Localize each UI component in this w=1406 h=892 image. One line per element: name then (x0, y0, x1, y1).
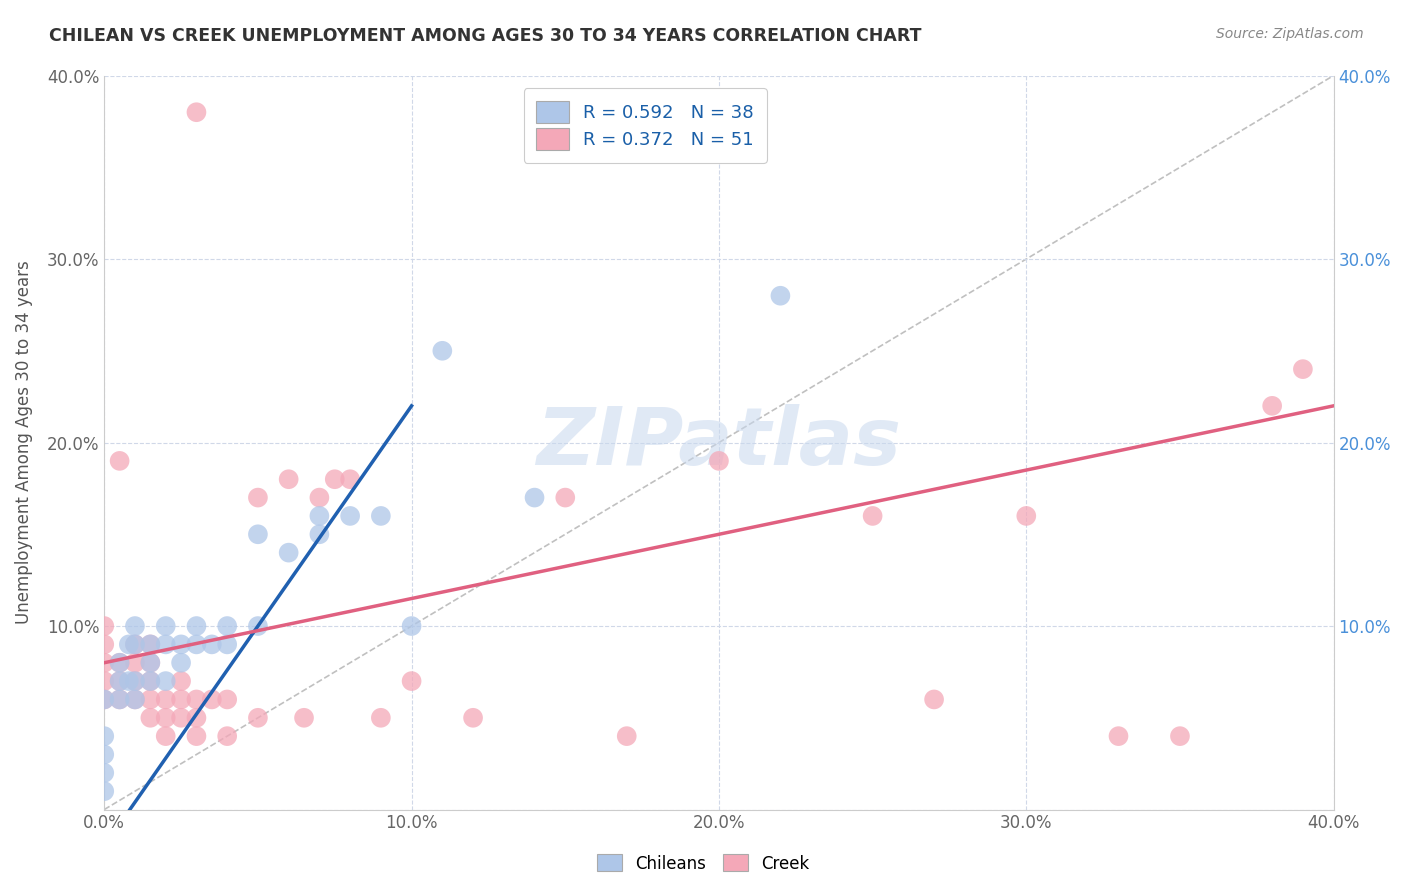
Point (108, 656, 131, 670)
Point (308, 491, 330, 505)
Point (108, 454, 131, 468)
Point (277, 472, 299, 486)
Point (124, 692, 146, 706)
Point (246, 711, 269, 725)
Point (186, 619, 208, 633)
Point (339, 472, 361, 486)
Point (124, 637, 146, 651)
Point (93, 692, 115, 706)
Point (246, 491, 269, 505)
Point (139, 656, 162, 670)
Point (401, 619, 423, 633)
Y-axis label: Unemployment Among Ages 30 to 34 years: Unemployment Among Ages 30 to 34 years (15, 260, 32, 624)
Point (370, 508, 392, 523)
Point (124, 674, 146, 689)
Point (155, 729, 177, 743)
Point (186, 105, 208, 120)
Point (139, 656, 162, 670)
Point (308, 527, 330, 541)
Point (93, 619, 115, 633)
Point (170, 692, 193, 706)
Point (217, 729, 239, 743)
Point (139, 711, 162, 725)
Point (201, 637, 224, 651)
Point (401, 674, 423, 689)
Point (186, 692, 208, 706)
Point (93, 637, 115, 651)
Point (769, 289, 792, 303)
Point (139, 674, 162, 689)
Point (93, 747, 115, 762)
Point (461, 711, 484, 725)
Point (370, 711, 392, 725)
Point (246, 619, 269, 633)
Point (93, 765, 115, 780)
Point (922, 692, 945, 706)
Point (108, 656, 131, 670)
Point (124, 637, 146, 651)
Point (186, 637, 208, 651)
Point (323, 472, 346, 486)
Point (201, 692, 224, 706)
Text: Source: ZipAtlas.com: Source: ZipAtlas.com (1216, 27, 1364, 41)
Point (1292, 362, 1315, 376)
Point (124, 692, 146, 706)
Point (118, 637, 141, 651)
Point (554, 491, 576, 505)
Point (308, 508, 330, 523)
Point (155, 692, 177, 706)
Point (124, 619, 146, 633)
Point (217, 692, 239, 706)
Point (217, 637, 239, 651)
Point (139, 692, 162, 706)
Point (108, 674, 131, 689)
Point (93, 656, 115, 670)
Point (170, 711, 193, 725)
Point (246, 527, 269, 541)
Point (523, 491, 546, 505)
Point (1015, 508, 1038, 523)
Point (108, 692, 131, 706)
Point (124, 656, 146, 670)
Point (139, 637, 162, 651)
Point (1108, 729, 1130, 743)
Point (707, 454, 730, 468)
Point (1168, 729, 1191, 743)
Text: CHILEAN VS CREEK UNEMPLOYMENT AMONG AGES 30 TO 34 YEARS CORRELATION CHART: CHILEAN VS CREEK UNEMPLOYMENT AMONG AGES… (49, 27, 922, 45)
Point (155, 619, 177, 633)
Point (186, 711, 208, 725)
Point (139, 637, 162, 651)
Point (108, 674, 131, 689)
Point (616, 729, 638, 743)
Point (339, 508, 361, 523)
Legend: R = 0.592   N = 38, R = 0.372   N = 51: R = 0.592 N = 38, R = 0.372 N = 51 (524, 88, 766, 163)
Point (108, 692, 131, 706)
Point (862, 508, 884, 523)
Point (139, 674, 162, 689)
Point (170, 637, 193, 651)
Text: ZIPatlas: ZIPatlas (537, 403, 901, 482)
Point (170, 674, 193, 689)
Point (155, 674, 177, 689)
Point (118, 674, 141, 689)
Point (1261, 399, 1284, 413)
Point (277, 546, 299, 560)
Point (170, 656, 193, 670)
Legend: Chileans, Creek: Chileans, Creek (591, 847, 815, 880)
Point (155, 711, 177, 725)
Point (93, 784, 115, 798)
Point (186, 729, 208, 743)
Point (432, 343, 454, 358)
Point (124, 674, 146, 689)
Point (93, 692, 115, 706)
Point (217, 619, 239, 633)
Point (292, 711, 315, 725)
Point (93, 729, 115, 743)
Point (155, 637, 177, 651)
Point (93, 674, 115, 689)
